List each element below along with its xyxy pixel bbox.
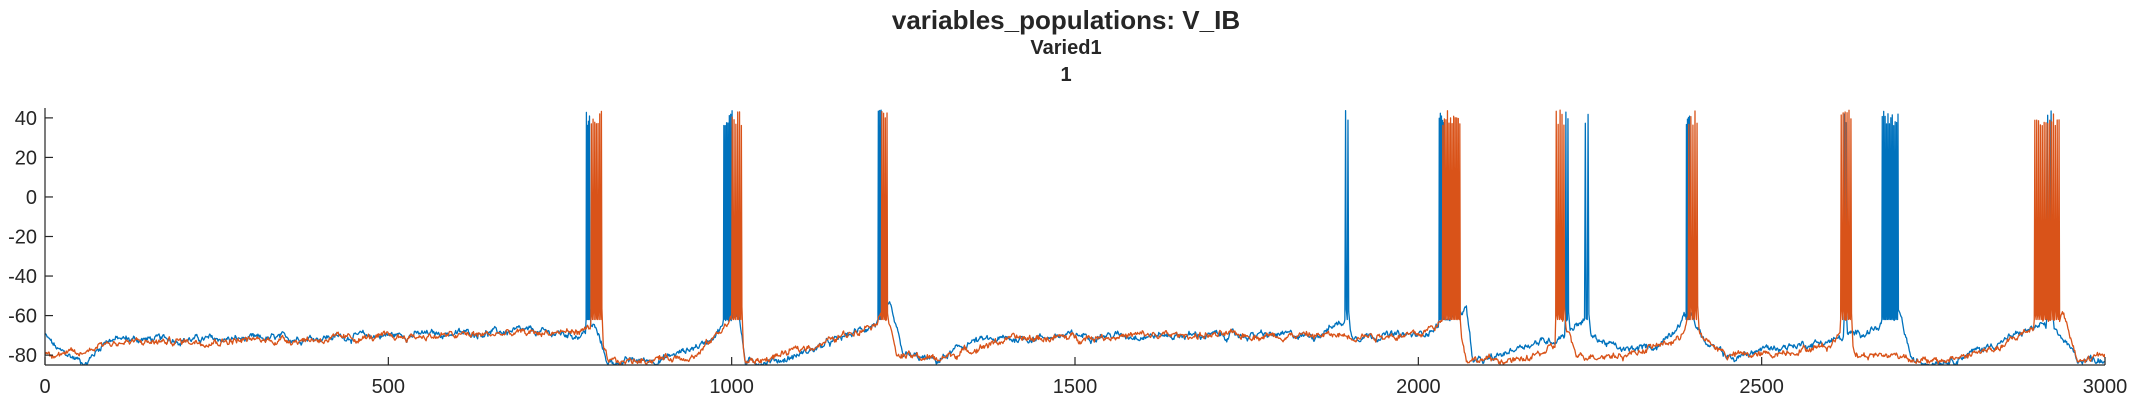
y-tick-label: -60: [8, 306, 37, 328]
chart-subtitle-2: 1: [1060, 64, 1071, 86]
series-line-2: [45, 109, 2105, 365]
plot-area: [45, 109, 2105, 365]
axes: 0 500 1000 1500 2000 2500 3000 40 20 0 -20 -40 -60 -8…: [8, 108, 2127, 398]
x-tick-label: 1000: [709, 376, 754, 398]
y-tick-label: -20: [8, 227, 37, 249]
x-tick-label: 1500: [1053, 376, 1098, 398]
x-tick-label: 0: [39, 376, 50, 398]
x-tick-label: 2000: [1396, 376, 1441, 398]
y-tick-label: 20: [15, 147, 37, 169]
chart-subtitle: Varied1: [1030, 37, 1101, 59]
y-tick-label: -80: [8, 345, 37, 367]
y-tick-label: -40: [8, 266, 37, 288]
y-tick-label: 40: [15, 108, 37, 130]
x-tick-label: 2500: [1739, 376, 1784, 398]
series-line-1: [45, 109, 2105, 365]
x-tick-label: 3000: [2083, 376, 2128, 398]
x-tick-label: 500: [372, 376, 405, 398]
y-tick-label: 0: [26, 187, 37, 209]
chart-title: variables_populations: V_IB: [892, 5, 1240, 35]
